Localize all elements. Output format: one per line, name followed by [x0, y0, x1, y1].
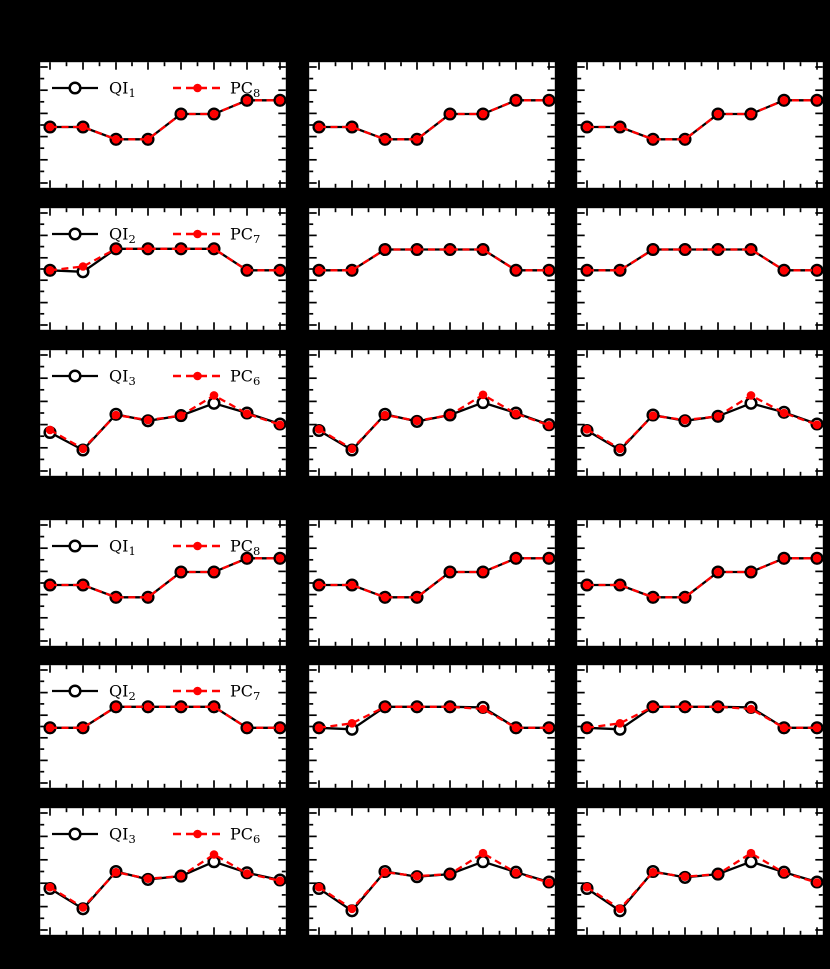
axis-ticks [40, 808, 286, 935]
legend-pc-label: PC8 [230, 537, 260, 559]
pc-series-markers [582, 96, 822, 144]
subplot-row5-col3 [575, 663, 825, 790]
legend-qi-marker [68, 227, 82, 241]
pc-series-line [49, 394, 281, 451]
legend-pc-marker [193, 829, 202, 839]
pc-series-line [587, 557, 817, 599]
subplot-row5-col1: QI2 PC7 [38, 663, 288, 790]
legend-pc-marker [193, 541, 202, 551]
subplot-row6-col2 [307, 806, 557, 937]
pc-series-line [318, 705, 549, 729]
subplot-row3-col1: QI3 PC6 [38, 348, 288, 478]
axis-ticks [309, 62, 555, 188]
pc-series-line [587, 248, 817, 272]
subplot-row1-col3 [575, 60, 825, 190]
legend-pc-label: PC6 [230, 367, 260, 389]
legend-pc-marker [193, 229, 202, 239]
legend: QI3 PC6 [52, 367, 260, 389]
pc-series-line [319, 248, 549, 272]
subplot-row3-col3 [575, 348, 825, 478]
axis-ticks [40, 62, 286, 188]
pc-series-markers [314, 702, 554, 733]
axis-ticks [309, 350, 555, 476]
pc-series-markers [582, 848, 822, 914]
axis-ticks [577, 520, 823, 646]
axis-ticks [309, 665, 555, 788]
pc-series-line [50, 705, 280, 729]
pc-series-line [49, 247, 280, 272]
subplot-row4-col1: QI1 PC8 [38, 518, 288, 648]
legend-qi-marker [68, 81, 82, 95]
pc-series-markers [582, 245, 822, 275]
legend-pc-label: PC7 [230, 682, 260, 704]
subplot-row4-col2 [307, 518, 557, 648]
pc-series-line [586, 394, 818, 451]
pc-series-markers [314, 390, 554, 454]
pc-series-markers [314, 848, 554, 914]
pc-series-markers [45, 244, 285, 275]
pc-series-markers [314, 554, 554, 602]
axis-ticks [577, 665, 823, 788]
pc-series-markers [45, 391, 285, 454]
plot-frame [307, 60, 557, 190]
pc-series-line [318, 393, 550, 451]
pc-series-markers [45, 554, 285, 602]
plot-frame [307, 518, 557, 648]
pc-series-line [49, 853, 281, 909]
subplot-row6-col1: QI3 PC6 [38, 806, 288, 937]
plot-frame [575, 60, 825, 190]
axis-ticks [577, 208, 823, 330]
pc-series-line [587, 99, 817, 141]
axis-ticks [40, 208, 286, 330]
pc-series-markers [45, 96, 285, 144]
legend-qi-marker [68, 369, 82, 383]
subplot-row3-col2 [307, 348, 557, 478]
subplot-row1-col2 [307, 60, 557, 190]
axis-ticks [309, 520, 555, 646]
subplot-row2-col1: QI2 PC7 [38, 206, 288, 332]
legend-pc-label: PC8 [230, 79, 260, 101]
legend-pc-marker [193, 83, 202, 93]
axis-ticks [309, 208, 555, 330]
legend-pc-label: PC6 [230, 825, 260, 847]
pc-series-line [318, 851, 550, 911]
subplot-row5-col2 [307, 663, 557, 790]
pc-series-line [319, 557, 549, 599]
pc-series-line [50, 99, 280, 141]
legend-pc-label: PC7 [230, 225, 260, 247]
pc-series-line [586, 705, 817, 729]
legend-qi-marker [68, 827, 82, 841]
axis-ticks [40, 350, 286, 476]
subplot-row4-col3 [575, 518, 825, 648]
legend-pc-marker [193, 371, 202, 381]
pc-series-markers [45, 702, 285, 733]
pc-series-markers [314, 245, 554, 275]
subplot-row1-col1: QI1 PC8 [38, 60, 288, 190]
subplot-row2-col2 [307, 206, 557, 332]
legend: QI3 PC6 [52, 825, 260, 847]
pc-series-line [50, 557, 280, 599]
legend-qi-marker [68, 539, 82, 553]
pc-series-line [586, 851, 818, 911]
axis-ticks [40, 520, 286, 646]
pc-series-line [319, 99, 549, 141]
subplot-row6-col3 [575, 806, 825, 937]
subplot-row2-col3 [575, 206, 825, 332]
pc-series-markers [314, 96, 554, 144]
legend-qi-marker [68, 684, 82, 698]
plot-frame [575, 518, 825, 648]
pc-series-markers [582, 554, 822, 602]
axis-ticks [309, 808, 555, 935]
axis-ticks [577, 350, 823, 476]
legend-pc-marker [193, 686, 202, 696]
pc-series-markers [582, 702, 822, 733]
pc-series-markers [45, 850, 285, 912]
pc-series-markers [582, 391, 822, 454]
